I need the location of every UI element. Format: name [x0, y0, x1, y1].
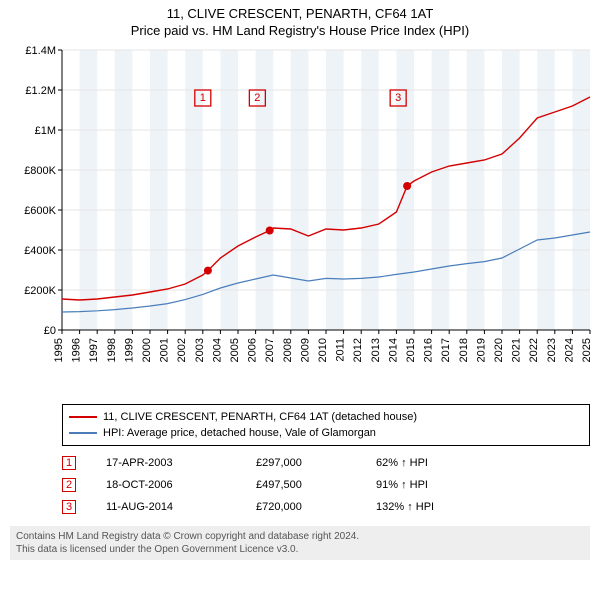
footer-line1: Contains HM Land Registry data © Crown c…: [16, 530, 584, 543]
svg-text:2019: 2019: [475, 338, 487, 362]
plot-svg: £0 £200K £400K £600K £800K £1M £1.2M £1.4M 1995 1…: [0, 40, 600, 400]
svg-text:£800K: £800K: [24, 165, 56, 177]
event-pct: 132% ↑ HPI: [376, 501, 506, 513]
svg-text:2003: 2003: [194, 338, 206, 362]
event-price: £297,000: [256, 457, 376, 469]
svg-text:2012: 2012: [352, 338, 364, 362]
legend-label: 11, CLIVE CRESCENT, PENARTH, CF64 1AT (d…: [103, 411, 417, 423]
legend-label: HPI: Average price, detached house, Vale…: [103, 427, 376, 439]
legend: 11, CLIVE CRESCENT, PENARTH, CF64 1AT (d…: [62, 404, 590, 446]
svg-text:2013: 2013: [370, 338, 382, 362]
svg-text:2009: 2009: [299, 338, 311, 362]
svg-text:2014: 2014: [387, 338, 399, 362]
event-pct: 62% ↑ HPI: [376, 457, 506, 469]
footer-line2: This data is licensed under the Open Gov…: [16, 543, 584, 556]
svg-text:2015: 2015: [405, 338, 417, 362]
event-marker: 2: [62, 478, 76, 492]
svg-text:2025: 2025: [581, 338, 593, 362]
svg-text:1998: 1998: [106, 338, 118, 362]
svg-text:£400K: £400K: [24, 245, 56, 257]
footer: Contains HM Land Registry data © Crown c…: [10, 526, 590, 560]
plot-area: £0 £200K £400K £600K £800K £1M £1.2M £1.4M 1995 1…: [0, 40, 600, 400]
svg-text:1996: 1996: [71, 338, 83, 362]
svg-text:2004: 2004: [211, 338, 223, 362]
svg-text:2005: 2005: [229, 338, 241, 362]
svg-text:2002: 2002: [176, 338, 188, 362]
events-table: 1 17-APR-2003£297,00062% ↑ HPI 2 18-OCT-200…: [62, 452, 590, 518]
svg-text:2006: 2006: [247, 338, 259, 362]
svg-text:2020: 2020: [493, 338, 505, 362]
svg-text:2011: 2011: [335, 338, 347, 362]
svg-text:2008: 2008: [282, 338, 294, 362]
svg-text:2017: 2017: [440, 338, 452, 362]
svg-text:2: 2: [254, 92, 260, 104]
legend-swatch: [69, 432, 97, 434]
svg-text:2022: 2022: [528, 338, 540, 362]
event-price: £497,500: [256, 479, 376, 491]
title-block: 11, CLIVE CRESCENT, PENARTH, CF64 1AT Pr…: [0, 0, 600, 40]
svg-text:£600K: £600K: [24, 205, 56, 217]
legend-swatch: [69, 416, 97, 418]
svg-text:2000: 2000: [141, 338, 153, 362]
svg-text:2001: 2001: [159, 338, 171, 362]
svg-text:2016: 2016: [423, 338, 435, 362]
chart-title-subtitle: Price paid vs. HM Land Registry's House …: [0, 23, 600, 38]
svg-text:3: 3: [395, 92, 401, 104]
event-row: 3 11-AUG-2014£720,000132% ↑ HPI: [62, 496, 590, 518]
svg-text:2024: 2024: [563, 338, 575, 362]
legend-row: 11, CLIVE CRESCENT, PENARTH, CF64 1AT (d…: [69, 409, 583, 425]
svg-text:1: 1: [200, 92, 206, 104]
svg-text:£1.4M: £1.4M: [25, 45, 56, 57]
event-pct: 91% ↑ HPI: [376, 479, 506, 491]
svg-text:1995: 1995: [53, 338, 65, 362]
event-date: 17-APR-2003: [106, 457, 256, 469]
event-row: 2 18-OCT-2006£497,50091% ↑ HPI: [62, 474, 590, 496]
chart-title-address: 11, CLIVE CRESCENT, PENARTH, CF64 1AT: [0, 6, 600, 21]
event-marker: 1: [62, 456, 76, 470]
svg-text:£200K: £200K: [24, 285, 56, 297]
svg-text:£1M: £1M: [35, 125, 56, 137]
svg-text:£0: £0: [44, 325, 56, 337]
svg-text:2018: 2018: [458, 338, 470, 362]
event-marker: 3: [62, 500, 76, 514]
svg-text:1999: 1999: [123, 338, 135, 362]
event-price: £720,000: [256, 501, 376, 513]
event-date: 18-OCT-2006: [106, 479, 256, 491]
event-row: 1 17-APR-2003£297,00062% ↑ HPI: [62, 452, 590, 474]
chart-container: 11, CLIVE CRESCENT, PENARTH, CF64 1AT Pr…: [0, 0, 600, 560]
event-date: 11-AUG-2014: [106, 501, 256, 513]
svg-text:£1.2M: £1.2M: [25, 85, 56, 97]
svg-text:1997: 1997: [88, 338, 100, 362]
svg-text:2023: 2023: [546, 338, 558, 362]
legend-row: HPI: Average price, detached house, Vale…: [69, 425, 583, 441]
svg-text:2010: 2010: [317, 338, 329, 362]
svg-text:2007: 2007: [264, 338, 276, 362]
svg-text:2021: 2021: [511, 338, 523, 362]
